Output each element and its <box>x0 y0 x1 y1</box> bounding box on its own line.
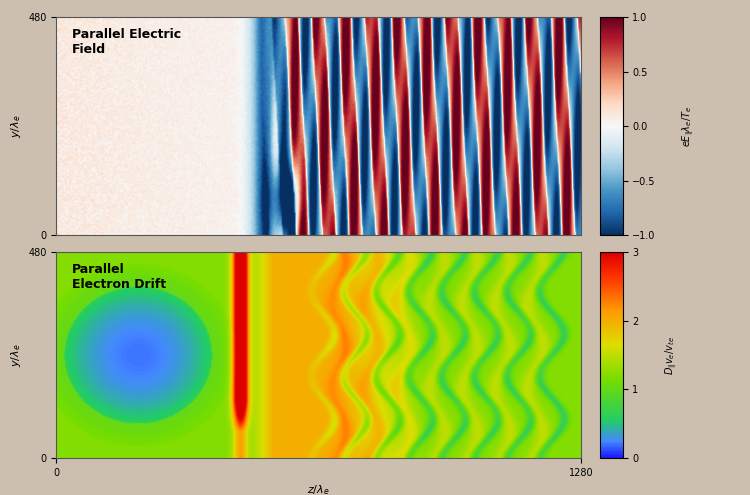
Text: Parallel Electric
Field: Parallel Electric Field <box>72 28 182 56</box>
Y-axis label: $D_\|v_e/v_{te}$: $D_\|v_e/v_{te}$ <box>664 336 680 375</box>
Y-axis label: $y/\lambda_e$: $y/\lambda_e$ <box>8 114 22 138</box>
Text: Parallel
Electron Drift: Parallel Electron Drift <box>72 263 166 291</box>
Y-axis label: $y/\lambda_e$: $y/\lambda_e$ <box>8 344 22 367</box>
X-axis label: $z/\lambda_e$: $z/\lambda_e$ <box>308 483 330 495</box>
Y-axis label: $eE_\|\lambda_e/T_e$: $eE_\|\lambda_e/T_e$ <box>681 105 697 147</box>
